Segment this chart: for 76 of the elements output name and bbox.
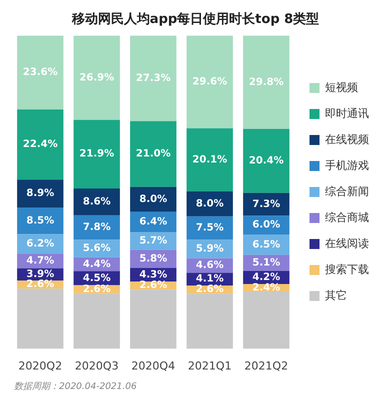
data-label: 4.6% — [196, 260, 224, 272]
bar — [130, 121, 176, 187]
bar — [74, 120, 120, 188]
data-label: 6.0% — [252, 220, 280, 231]
bar — [17, 288, 64, 349]
bar — [243, 128, 290, 193]
data-label: 2.6% — [139, 280, 168, 292]
bar — [17, 36, 64, 110]
data-label: 7.3% — [252, 198, 280, 210]
data-label: 4.4% — [82, 258, 111, 270]
bar — [17, 180, 64, 208]
bar — [186, 36, 233, 128]
x-tick-label: 2021Q1 — [188, 359, 232, 372]
data-label: 5.7% — [139, 235, 168, 246]
data-label: 21.9% — [79, 148, 114, 160]
bar — [130, 36, 176, 122]
data-label: 20.4% — [248, 155, 284, 166]
data-label: 3.9% — [26, 269, 54, 280]
data-label: 5.6% — [82, 243, 111, 254]
data-label: 2.4% — [252, 282, 280, 294]
legend-label: 搜索下载 — [325, 262, 369, 276]
data-label: 2.6% — [26, 279, 54, 290]
chart-title: 移动网民人均app每日使用时长top 8类型 — [70, 12, 320, 28]
bar — [186, 294, 233, 349]
data-label: 7.8% — [82, 222, 111, 234]
bar — [243, 291, 290, 349]
data-label: 4.7% — [26, 256, 54, 267]
data-label: 20.1% — [192, 154, 228, 166]
data-label: 8.0% — [139, 194, 168, 205]
data-label: 22.4% — [22, 139, 58, 150]
data-label: 4.3% — [139, 269, 168, 280]
text: 数据周期：2020.04-2021.06 — [14, 380, 138, 393]
data-label: 5.8% — [139, 254, 168, 265]
data-label: 26.9% — [79, 72, 114, 84]
data-label: 2.6% — [196, 284, 224, 296]
legend-label: 综合商城 — [325, 210, 369, 224]
data-label: 8.0% — [196, 198, 224, 210]
data-label: 2.6% — [82, 284, 111, 295]
data-label: 4.5% — [82, 272, 111, 284]
data-label: 8.5% — [26, 215, 54, 226]
bar — [243, 36, 290, 129]
x-tick-label: 2020Q3 — [74, 359, 119, 372]
x-tick-label: 2020Q4 — [131, 359, 176, 372]
legend-label: 即时通讯 — [325, 106, 369, 120]
data-label: 4.2% — [252, 272, 280, 283]
data-label: 6.4% — [139, 216, 168, 228]
bar — [74, 36, 120, 120]
x-tick-label: 2021Q2 — [244, 359, 288, 372]
data-label: 23.6% — [22, 67, 58, 78]
data-label: 21.0% — [136, 148, 171, 160]
legend-label: 在线阅读 — [325, 236, 369, 250]
legend-label: 其它 — [325, 288, 347, 302]
data-label: 29.6% — [192, 76, 228, 88]
data-label: 6.2% — [26, 238, 54, 250]
bar — [17, 208, 64, 234]
bar — [17, 110, 64, 180]
legend-label: 短视频 — [325, 80, 358, 94]
data-label: 6.5% — [252, 239, 280, 250]
legend-label: 手机游戏 — [325, 158, 369, 172]
legend-label: 在线视频 — [325, 132, 369, 146]
data-label: 27.3% — [136, 72, 171, 84]
x-tick-label: 2020Q2 — [18, 359, 62, 372]
legend-label: 综合新闻 — [325, 184, 369, 198]
data-label: 8.6% — [82, 196, 111, 208]
bar — [186, 128, 233, 192]
data-label: 29.8% — [248, 76, 284, 88]
bar — [74, 215, 120, 240]
bar — [74, 293, 120, 349]
bar — [186, 216, 233, 240]
data-label: 5.1% — [252, 257, 280, 268]
data-label: 4.1% — [196, 274, 224, 285]
data-label: 7.5% — [196, 222, 224, 234]
data-label: 5.9% — [196, 244, 224, 255]
data-label: 8.9% — [26, 188, 54, 200]
bar — [74, 188, 120, 216]
bar — [130, 290, 176, 349]
